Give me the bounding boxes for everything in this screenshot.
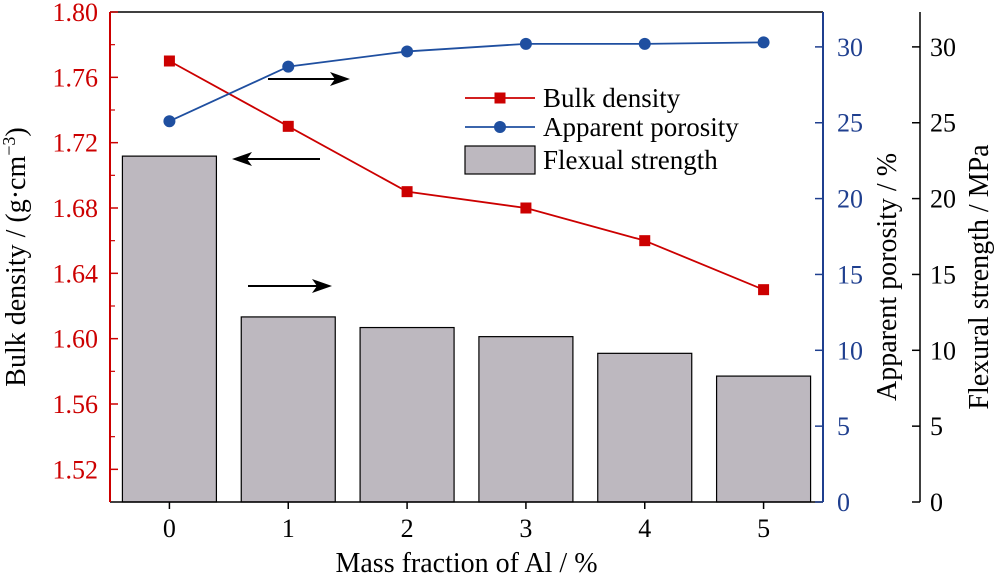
bulk-density-point-3 [520, 202, 532, 214]
bulk-density-line [168, 60, 764, 291]
arrow-porosity-right [268, 72, 350, 86]
x-tick-label-1: 1 [282, 514, 295, 543]
right1-axis-label: Apparent porosity / % [872, 153, 903, 401]
apparent-porosity-point-0 [163, 115, 176, 128]
apparent-porosity-point-1 [282, 60, 295, 73]
right2-tick-label-5: 25 [930, 109, 956, 138]
x-tick-label-0: 0 [163, 514, 176, 543]
apparent-porosity-line [169, 41, 764, 123]
x-tick-label-4: 4 [638, 514, 651, 543]
axis-arrows [232, 72, 350, 293]
right2-tick-label-4: 20 [930, 185, 956, 214]
right2-tick-label-0: 0 [930, 488, 943, 517]
apparent-porosity-point-5 [757, 36, 770, 49]
bar-flexural-3 [478, 336, 574, 503]
bar-flexural-2 [359, 326, 455, 503]
bulk-density-point-0 [163, 55, 175, 67]
right1-tick-label-4: 20 [837, 185, 863, 214]
bar-flexural-0 [121, 155, 218, 503]
left-tick-label-0: 1.52 [53, 455, 99, 484]
arrow-strength-right [248, 279, 332, 293]
plot-frame [110, 11, 823, 503]
bar-flexural-4 [597, 352, 693, 503]
x-axis-label: Mass fraction of Al / % [335, 548, 597, 577]
left-tick-label-7: 1.80 [53, 0, 99, 27]
legend-label-2: Flexual strength [543, 145, 718, 175]
apparent-porosity-point-4 [638, 37, 651, 50]
right1-tick-label-0: 0 [837, 488, 850, 517]
bulk-density-point-4 [639, 235, 651, 247]
legend-apparent-porosity-marker [494, 121, 506, 133]
bulk-density-point-1 [282, 120, 294, 132]
right2-axis-label: Flexural strength / MPa [964, 144, 995, 410]
left-tick-label-6: 1.76 [53, 63, 99, 92]
left-tick-label-1: 1.56 [53, 390, 99, 419]
bars [121, 155, 812, 503]
legend-label-0: Bulk density [543, 83, 681, 113]
apparent-porosity-point-2 [401, 45, 414, 58]
legend-bulk-density-marker [494, 92, 506, 104]
axis-labels: Mass fraction of Al / % Bulk density / (g… [0, 127, 995, 577]
right1-tick-label-3: 15 [837, 260, 863, 289]
x-tick-label-3: 3 [519, 514, 532, 543]
left-tick-label-3: 1.64 [53, 259, 99, 288]
arrow-density-left [232, 152, 320, 166]
legend-label-1: Apparent porosity [543, 112, 739, 142]
axes: 1.521.561.601.641.681.721.761.8005101520… [53, 0, 957, 543]
right1-tick-label-6: 30 [837, 33, 863, 62]
bulk-density-point-2 [401, 186, 413, 198]
x-tick-label-5: 5 [757, 514, 770, 543]
left-tick-label-4: 1.68 [53, 194, 99, 223]
right1-tick-label-1: 5 [837, 412, 850, 441]
bar-flexural-1 [240, 316, 336, 503]
bulk-density-point-5 [758, 284, 770, 296]
right1-tick-label-2: 10 [837, 336, 863, 365]
right2-tick-label-3: 15 [930, 260, 956, 289]
left-tick-label-5: 1.72 [53, 129, 99, 158]
x-tick-label-2: 2 [401, 514, 414, 543]
right2-tick-label-1: 5 [930, 412, 943, 441]
bar-flexural-5 [715, 375, 812, 503]
apparent-porosity-point-3 [519, 37, 532, 50]
left-axis-label: Bulk density / (g·cm−3) [0, 127, 32, 386]
legend-flexual-strength-swatch [464, 145, 536, 175]
series-lines [163, 36, 770, 296]
right2-tick-label-2: 10 [930, 336, 956, 365]
right1-tick-label-5: 25 [837, 109, 863, 138]
left-tick-label-2: 1.60 [53, 325, 99, 354]
right2-tick-label-6: 30 [930, 33, 956, 62]
